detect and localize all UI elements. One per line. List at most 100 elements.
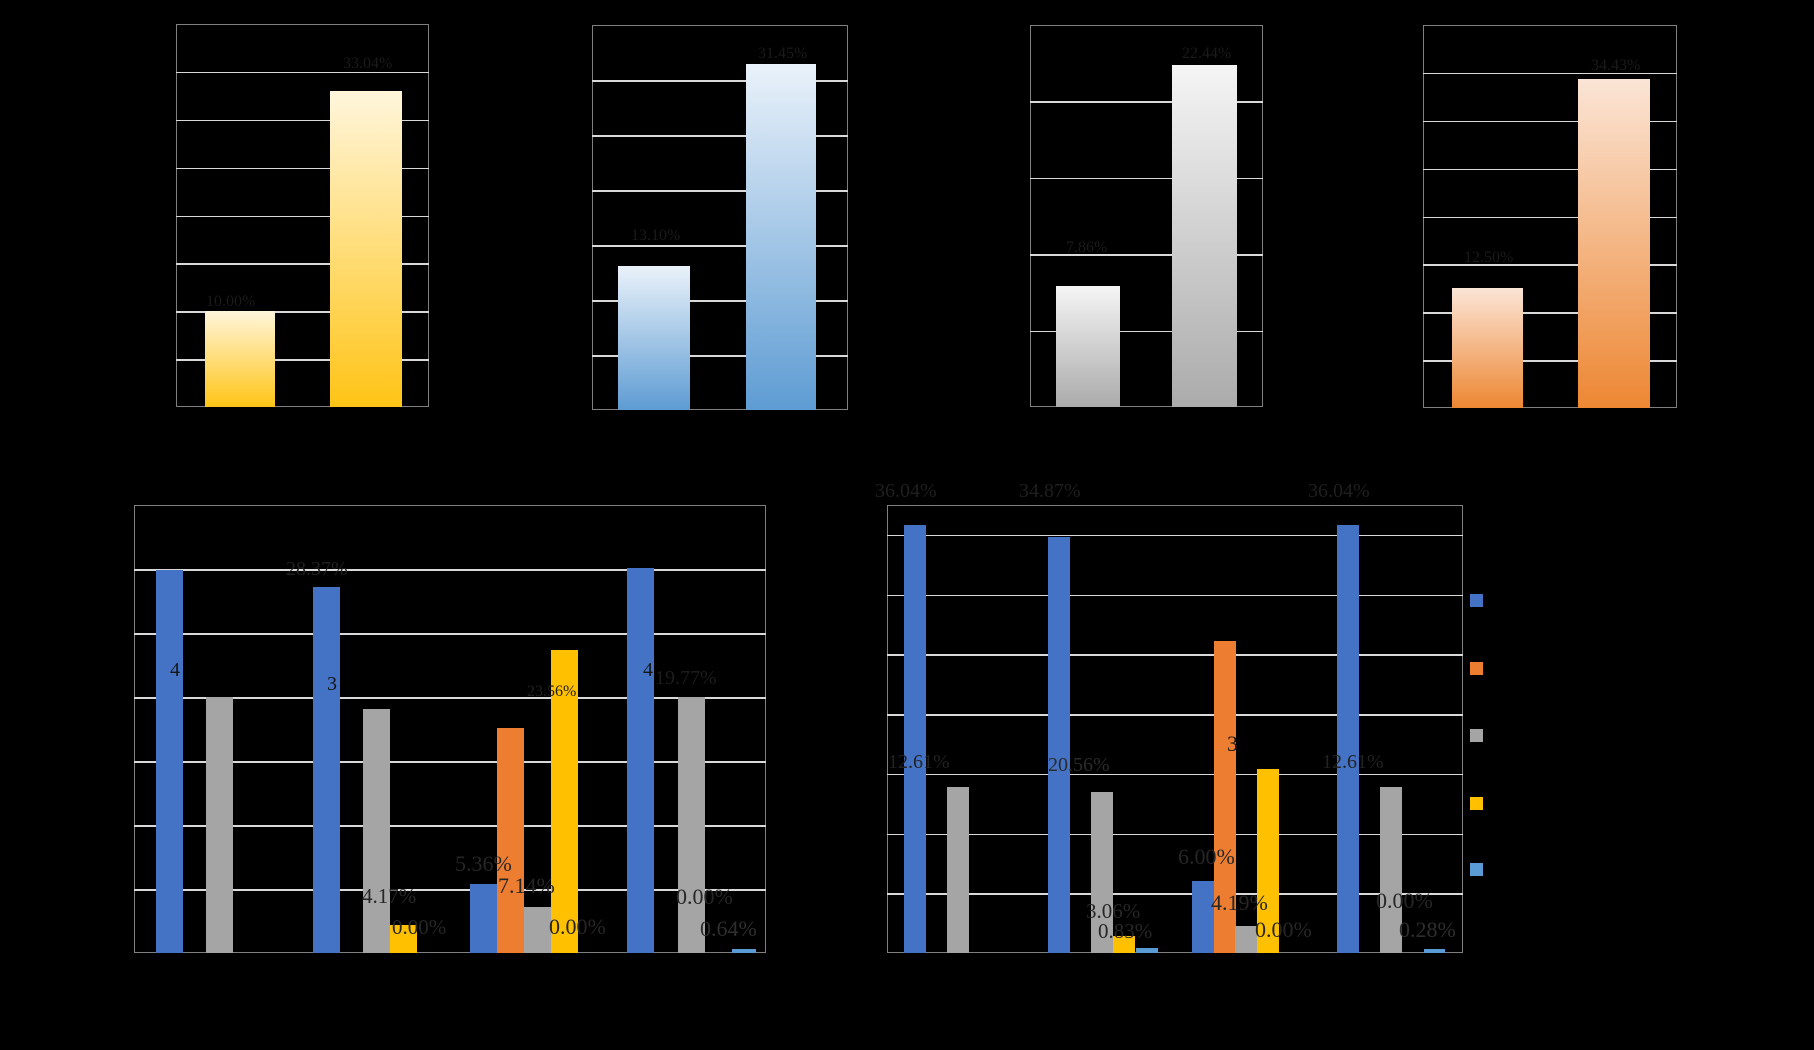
legend-orange-swatch — [1470, 662, 1483, 675]
top-yellow-bar-label: 33.04% — [343, 55, 393, 72]
bottom-left-bar — [470, 883, 497, 953]
legend-lightblue-swatch — [1470, 863, 1483, 876]
top-blue-plot-frame — [592, 25, 848, 410]
bottom-left-bar — [497, 727, 524, 953]
top-blue-bar — [618, 265, 690, 410]
bottom-right-data-label: 6.00% — [1178, 844, 1235, 869]
bottom-left-gridline — [134, 569, 766, 571]
bottom-right-data-label: 34.87% — [1019, 480, 1081, 502]
bottom-left-bar — [156, 570, 183, 953]
bottom-left-data-label: 4 — [170, 659, 180, 681]
bottom-right-data-label: 0.00% — [1376, 888, 1433, 913]
bottom-right-gridline — [887, 534, 1463, 537]
top-orange-gridline — [1423, 72, 1677, 75]
top-orange-gridline — [1423, 168, 1677, 171]
bottom-left-bar — [732, 949, 756, 953]
bottom-left-data-label: 7.14% — [498, 873, 555, 898]
bottom-right-data-label: 12.61% — [888, 751, 950, 773]
bottom-left-bar — [390, 924, 417, 953]
bottom-right-plot-frame — [887, 505, 1463, 953]
bottom-right-bar — [947, 786, 969, 953]
top-yellow-gridline — [176, 119, 429, 122]
top-orange-bar — [1452, 288, 1523, 408]
bottom-right-gridline — [887, 654, 1463, 656]
bottom-right-data-label: 3 — [1227, 731, 1238, 756]
bottom-left-data-label: 19.77% — [655, 667, 717, 689]
bottom-right-data-label: 20.56% — [1048, 754, 1110, 776]
bottom-right-data-label: 4.19% — [1211, 890, 1268, 915]
bottom-left-bar — [551, 649, 578, 953]
top-yellow-gridline — [176, 359, 429, 361]
bottom-right-bar — [1136, 948, 1158, 953]
top-gray-gridline — [1030, 101, 1263, 103]
top-blue-bar — [746, 63, 816, 410]
top-gray-gridline — [1030, 254, 1263, 256]
top-gray-bar-label: 7.86% — [1066, 239, 1108, 256]
top-orange-gridline — [1423, 360, 1677, 362]
top-yellow-bar — [205, 311, 275, 407]
bottom-right-bar — [1214, 641, 1236, 953]
bottom-left-gridline — [134, 889, 766, 891]
top-orange-gridline — [1423, 312, 1677, 314]
bottom-right-data-label: 36.04% — [1308, 480, 1370, 502]
bottom-left-bar — [363, 708, 390, 953]
legend-yellow-swatch — [1470, 797, 1483, 810]
bottom-right-data-label: 0.83% — [1098, 919, 1153, 943]
top-orange-gridline — [1423, 264, 1677, 266]
bottom-left-data-label: 5.36% — [455, 851, 512, 876]
bottom-right-gridline — [887, 773, 1463, 776]
top-orange-bar — [1578, 78, 1650, 408]
bottom-right-data-label: 0.28% — [1399, 917, 1456, 942]
top-blue-gridline — [592, 190, 848, 192]
bottom-right-gridline — [887, 833, 1463, 836]
bottom-left-gridline — [134, 633, 766, 635]
top-gray-bar — [1172, 64, 1237, 407]
top-gray-gridline — [1030, 177, 1263, 180]
top-gray-plot-frame — [1030, 25, 1263, 407]
bottom-left-gridline — [134, 761, 766, 763]
top-orange-gridline — [1423, 216, 1677, 218]
bottom-right-bar — [1337, 525, 1359, 953]
bottom-left-data-label: 0.00% — [392, 915, 447, 939]
bottom-right-data-label: 12.61% — [1322, 751, 1384, 773]
bottom-left-data-label: 3 — [327, 673, 337, 695]
bottom-right-data-label: 36.04% — [875, 480, 937, 502]
top-blue-gridline — [592, 80, 848, 82]
bottom-right-bar — [1257, 769, 1279, 953]
bottom-left-plot-frame — [134, 505, 766, 953]
bottom-right-bar — [1048, 537, 1070, 953]
bottom-right-bar — [1091, 791, 1113, 953]
bottom-right-bar — [1235, 925, 1257, 953]
top-orange-gridline — [1423, 120, 1677, 123]
bottom-left-data-label: 23.56% — [527, 683, 577, 700]
bottom-left-data-label: 4 — [643, 659, 653, 681]
bottom-left-data-label: 0.00% — [676, 884, 733, 909]
top-yellow-gridline — [176, 167, 429, 170]
bottom-right-bar — [1380, 786, 1402, 953]
top-gray-gridline — [1030, 330, 1263, 333]
bottom-left-bar — [678, 697, 705, 953]
top-blue-gridline — [592, 135, 848, 137]
bottom-left-data-label: 0.64% — [700, 916, 757, 941]
top-yellow-gridline — [176, 263, 429, 265]
bottom-left-bar — [524, 906, 551, 953]
top-blue-gridline — [592, 245, 848, 247]
bottom-right-gridline — [887, 714, 1463, 716]
bottom-right-data-label: 0.00% — [1255, 917, 1312, 942]
bottom-left-gridline — [134, 825, 766, 827]
top-yellow-gridline — [176, 311, 429, 313]
top-yellow-bar-label: 10.00% — [206, 293, 256, 310]
top-orange-bar-label: 34.43% — [1591, 57, 1641, 74]
top-blue-gridline — [592, 355, 848, 357]
bottom-left-bar — [313, 586, 340, 953]
bottom-right-bar — [1424, 949, 1445, 953]
bottom-right-gridline — [887, 893, 1463, 895]
bottom-left-gridline — [134, 697, 766, 699]
bottom-right-bar — [1113, 936, 1135, 953]
bottom-right-bar — [1192, 881, 1214, 953]
legend-blue-swatch — [1470, 594, 1483, 607]
top-orange-bar-label: 12.50% — [1464, 249, 1514, 266]
bottom-left-bar — [627, 567, 654, 953]
legend-gray-swatch — [1470, 729, 1483, 742]
top-blue-gridline — [592, 300, 848, 302]
